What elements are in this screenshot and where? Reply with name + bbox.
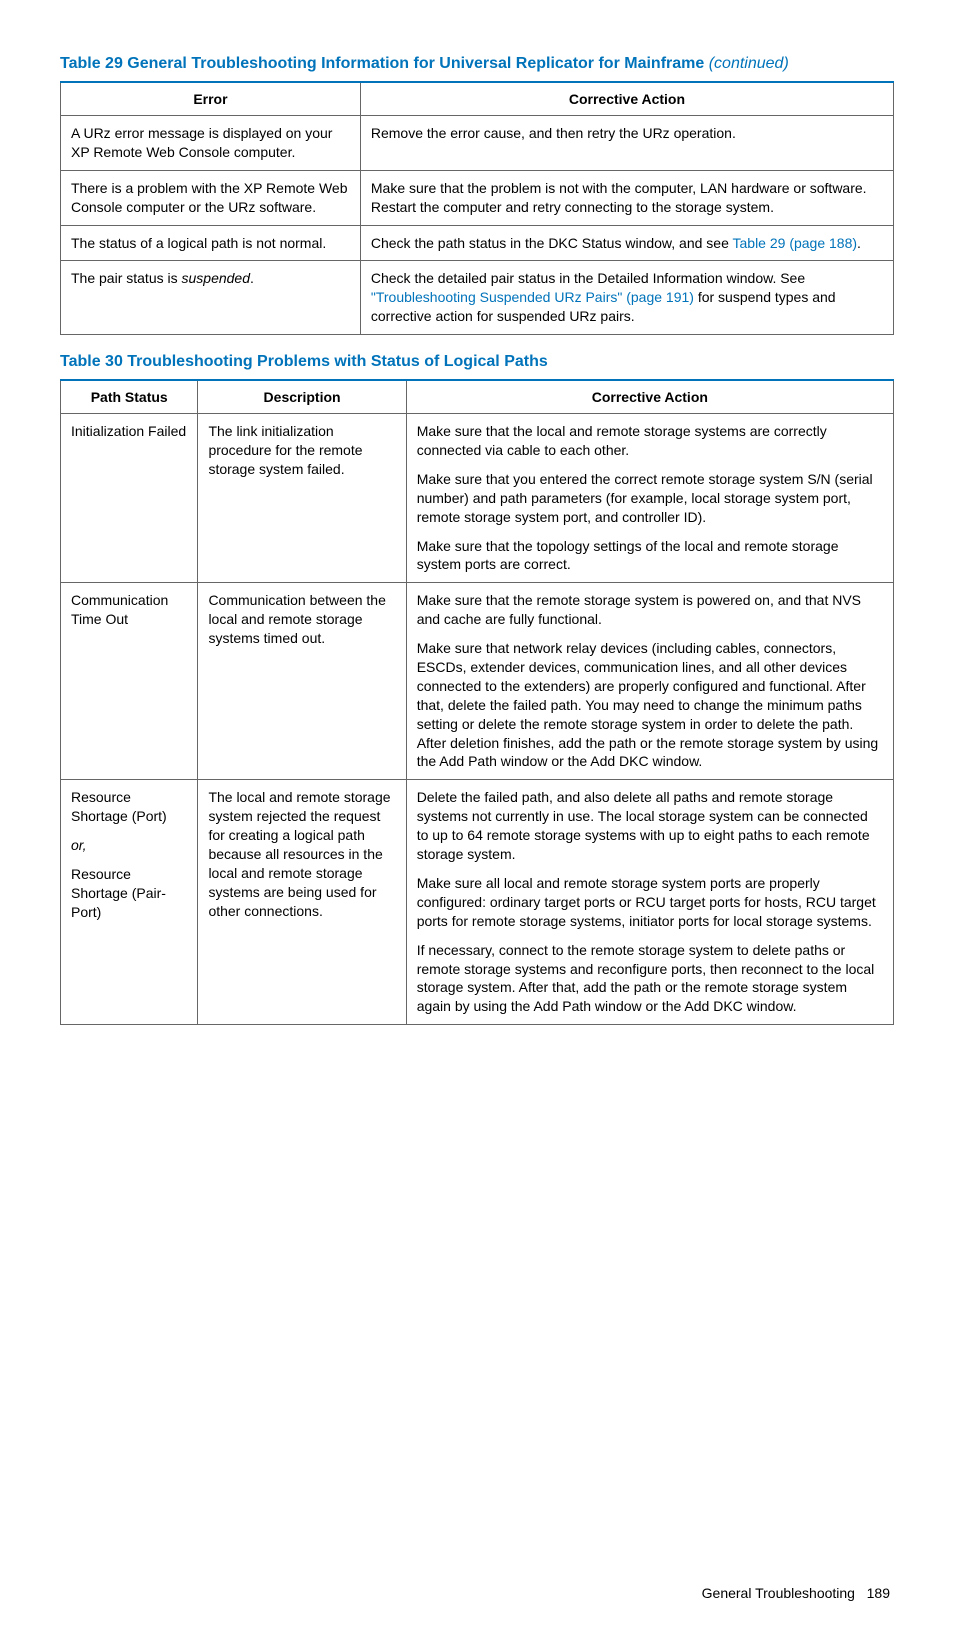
table29-header-action: Corrective Action xyxy=(360,82,893,116)
cell-error: The pair status is suspended. xyxy=(61,261,361,335)
cell-action: Delete the failed path, and also delete … xyxy=(406,780,893,1025)
table-row: The status of a logical path is not norm… xyxy=(61,225,894,261)
table-row: A URz error message is displayed on your… xyxy=(61,116,894,171)
table-row: Initialization Failed The link initializ… xyxy=(61,414,894,583)
cell-error: There is a problem with the XP Remote We… xyxy=(61,170,361,225)
table30-title: Table 30 Troubleshooting Problems with S… xyxy=(60,353,894,371)
cell-status: Communication Time Out xyxy=(61,583,198,780)
table29-header-error: Error xyxy=(61,82,361,116)
action-para: Make sure all local and remote storage s… xyxy=(417,874,883,931)
cell-action: Remove the error cause, and then retry t… xyxy=(360,116,893,171)
table29-title-text: Table 29 General Troubleshooting Informa… xyxy=(60,55,704,72)
action-para: Make sure that the local and remote stor… xyxy=(417,422,883,460)
troubleshooting-link[interactable]: "Troubleshooting Suspended URz Pairs" (p… xyxy=(371,289,694,305)
action-text-pre: Check the path status in the DKC Status … xyxy=(371,235,733,251)
cell-action: Make sure that the local and remote stor… xyxy=(406,414,893,583)
status-line: Resource Shortage (Port) xyxy=(71,788,187,826)
error-text-post: . xyxy=(250,270,254,286)
table29-link[interactable]: Table 29 (page 188) xyxy=(733,235,858,251)
footer-page-number: 189 xyxy=(867,1585,890,1601)
action-para: Delete the failed path, and also delete … xyxy=(417,788,883,864)
cell-action: Make sure that the problem is not with t… xyxy=(360,170,893,225)
cell-error: The status of a logical path is not norm… xyxy=(61,225,361,261)
error-text-italic: suspended xyxy=(182,270,251,286)
table30-header-desc: Description xyxy=(198,380,406,414)
table30: Path Status Description Corrective Actio… xyxy=(60,379,894,1025)
footer-section: General Troubleshooting xyxy=(702,1585,855,1601)
table-row: Communication Time Out Communication bet… xyxy=(61,583,894,780)
status-line-or: or, xyxy=(71,836,187,855)
table-row: There is a problem with the XP Remote We… xyxy=(61,170,894,225)
table30-header-status: Path Status xyxy=(61,380,198,414)
cell-desc: The link initialization procedure for th… xyxy=(198,414,406,583)
cell-desc: Communication between the local and remo… xyxy=(198,583,406,780)
cell-error: A URz error message is displayed on your… xyxy=(61,116,361,171)
action-para: Make sure that network relay devices (in… xyxy=(417,639,883,771)
action-text-post: . xyxy=(857,235,861,251)
cell-action: Check the detailed pair status in the De… xyxy=(360,261,893,335)
cell-desc: The local and remote storage system reje… xyxy=(198,780,406,1025)
table29-continued: (continued) xyxy=(709,55,789,72)
action-para: Make sure that you entered the correct r… xyxy=(417,470,883,527)
table30-header-action: Corrective Action xyxy=(406,380,893,414)
table-row: The pair status is suspended. Check the … xyxy=(61,261,894,335)
action-para: Make sure that the remote storage system… xyxy=(417,591,883,629)
table29: Error Corrective Action A URz error mess… xyxy=(60,81,894,335)
cell-status: Resource Shortage (Port) or, Resource Sh… xyxy=(61,780,198,1025)
cell-action: Check the path status in the DKC Status … xyxy=(360,225,893,261)
action-para: If necessary, connect to the remote stor… xyxy=(417,941,883,1017)
action-text-pre: Check the detailed pair status in the De… xyxy=(371,270,805,286)
cell-action: Make sure that the remote storage system… xyxy=(406,583,893,780)
table29-title: Table 29 General Troubleshooting Informa… xyxy=(60,55,894,73)
table-row: Resource Shortage (Port) or, Resource Sh… xyxy=(61,780,894,1025)
error-text-pre: The pair status is xyxy=(71,270,182,286)
action-para: Make sure that the topology settings of … xyxy=(417,537,883,575)
document-page: Table 29 General Troubleshooting Informa… xyxy=(0,0,954,1641)
page-footer: General Troubleshooting 189 xyxy=(60,1585,894,1601)
cell-status: Initialization Failed xyxy=(61,414,198,583)
status-line: Resource Shortage (Pair-Port) xyxy=(71,865,187,922)
